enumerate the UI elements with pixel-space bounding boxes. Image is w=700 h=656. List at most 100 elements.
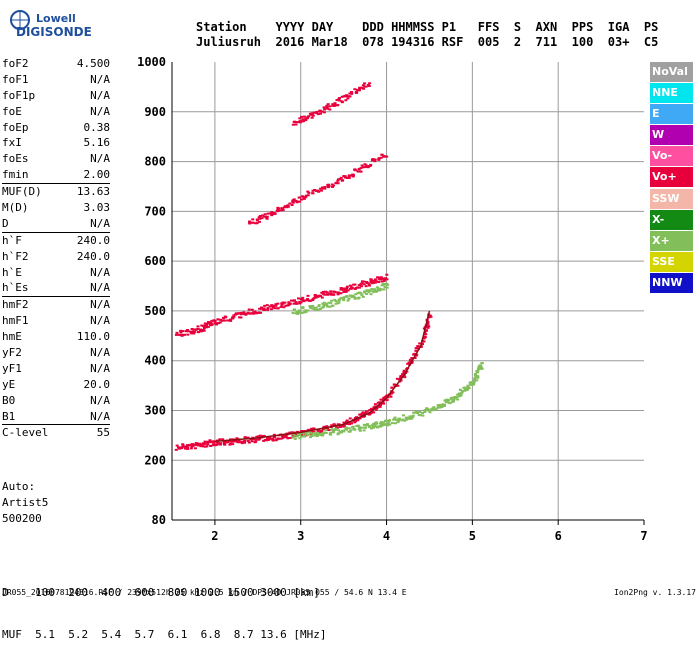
echo-point bbox=[236, 441, 240, 444]
echo-point bbox=[255, 435, 259, 438]
echo-point bbox=[290, 299, 294, 302]
echo-point bbox=[379, 278, 383, 281]
echo-point bbox=[257, 216, 261, 219]
echo-point bbox=[195, 444, 199, 447]
echo-point bbox=[402, 369, 406, 372]
echo-point bbox=[175, 444, 179, 447]
echo-point bbox=[389, 395, 393, 398]
echo-point bbox=[372, 411, 376, 414]
echo-point bbox=[316, 308, 320, 311]
echo-point bbox=[311, 192, 315, 195]
echo-point bbox=[310, 116, 314, 119]
echo-point bbox=[218, 443, 222, 446]
echo-point bbox=[177, 333, 181, 336]
param-value: N/A bbox=[90, 104, 110, 118]
echo-point bbox=[263, 438, 267, 441]
echo-point bbox=[215, 322, 219, 325]
echo-point bbox=[332, 428, 336, 431]
echo-point bbox=[287, 301, 291, 304]
echo-point bbox=[319, 187, 323, 190]
echo-point bbox=[205, 322, 209, 325]
echo-point bbox=[325, 104, 329, 107]
echo-point bbox=[286, 437, 290, 440]
echo-point bbox=[342, 287, 346, 290]
digisonde-logo: Lowell DIGISONDE bbox=[6, 6, 116, 46]
echo-point bbox=[272, 433, 276, 436]
param-value: 0.38 bbox=[83, 120, 111, 134]
echo-point bbox=[206, 443, 210, 446]
echo-point bbox=[330, 183, 334, 186]
echo-point bbox=[394, 422, 398, 425]
echo-point bbox=[322, 106, 326, 109]
echo-point bbox=[345, 287, 349, 290]
echo-point bbox=[260, 307, 264, 310]
echo-point bbox=[310, 434, 314, 437]
echo-point bbox=[250, 312, 254, 315]
echo-point bbox=[306, 190, 310, 193]
echo-point bbox=[265, 439, 269, 442]
echo-point bbox=[189, 447, 193, 450]
echo-point bbox=[419, 345, 423, 348]
echo-point bbox=[282, 206, 286, 209]
param-row: hmE 110.0 bbox=[2, 329, 110, 345]
echo-point bbox=[262, 439, 266, 442]
echo-point bbox=[349, 174, 353, 177]
echo-point bbox=[323, 108, 327, 111]
echo-point bbox=[360, 285, 364, 288]
echo-point bbox=[380, 423, 384, 426]
echo-point bbox=[385, 394, 389, 397]
echo-point bbox=[378, 424, 382, 427]
y-tick-label: 80 bbox=[152, 513, 166, 527]
echo-point bbox=[327, 183, 331, 186]
echo-point bbox=[312, 432, 316, 435]
echo-point bbox=[361, 280, 365, 283]
echo-point bbox=[214, 323, 218, 326]
y-tick-label: 600 bbox=[144, 254, 166, 268]
echo-point bbox=[418, 414, 422, 417]
logo-digisonde: DIGISONDE bbox=[16, 25, 92, 39]
echo-point bbox=[340, 95, 344, 98]
echo-point bbox=[260, 306, 264, 309]
echo-point bbox=[353, 283, 357, 286]
version-label: Ion2Png v. 1.3.17 bbox=[614, 588, 696, 597]
echo-point bbox=[216, 442, 220, 445]
echo-point bbox=[463, 389, 467, 392]
muf-distance-table: D 100 200 400 600 800 1000 1500 3000 [km… bbox=[2, 558, 327, 656]
param-name: h`Es bbox=[2, 281, 29, 295]
echo-point bbox=[480, 367, 484, 370]
echo-point bbox=[395, 418, 399, 421]
echo-point bbox=[353, 421, 357, 424]
echo-point bbox=[344, 95, 348, 98]
echo-point bbox=[231, 443, 235, 446]
echo-point bbox=[422, 340, 426, 343]
echo-point bbox=[324, 427, 328, 430]
param-row: yE 20.0 bbox=[2, 377, 110, 393]
echo-point bbox=[385, 155, 389, 158]
echo-point bbox=[431, 409, 435, 412]
echo-point bbox=[376, 276, 380, 279]
param-value: 4.500 bbox=[76, 57, 110, 70]
echo-point bbox=[383, 286, 387, 289]
echo-point bbox=[342, 425, 346, 428]
echo-point bbox=[276, 209, 280, 212]
param-name: D bbox=[2, 216, 9, 230]
echo-point bbox=[413, 411, 417, 414]
echo-point bbox=[367, 413, 371, 416]
echo-point bbox=[331, 304, 335, 307]
legend-item: SSE bbox=[650, 251, 693, 272]
param-name: foEs bbox=[2, 152, 29, 166]
echo-point bbox=[312, 306, 316, 309]
echo-point bbox=[308, 305, 312, 308]
echo-point bbox=[368, 409, 372, 412]
echo-point bbox=[305, 298, 309, 301]
echo-point bbox=[276, 206, 280, 209]
echo-point bbox=[383, 395, 387, 398]
echo-point bbox=[246, 436, 250, 439]
echo-point bbox=[247, 308, 251, 311]
echo-point bbox=[276, 302, 280, 305]
echo-point bbox=[409, 417, 413, 420]
echo-point bbox=[471, 383, 475, 386]
echo-point bbox=[199, 329, 203, 332]
echo-point bbox=[358, 88, 362, 91]
echo-point bbox=[403, 376, 407, 379]
